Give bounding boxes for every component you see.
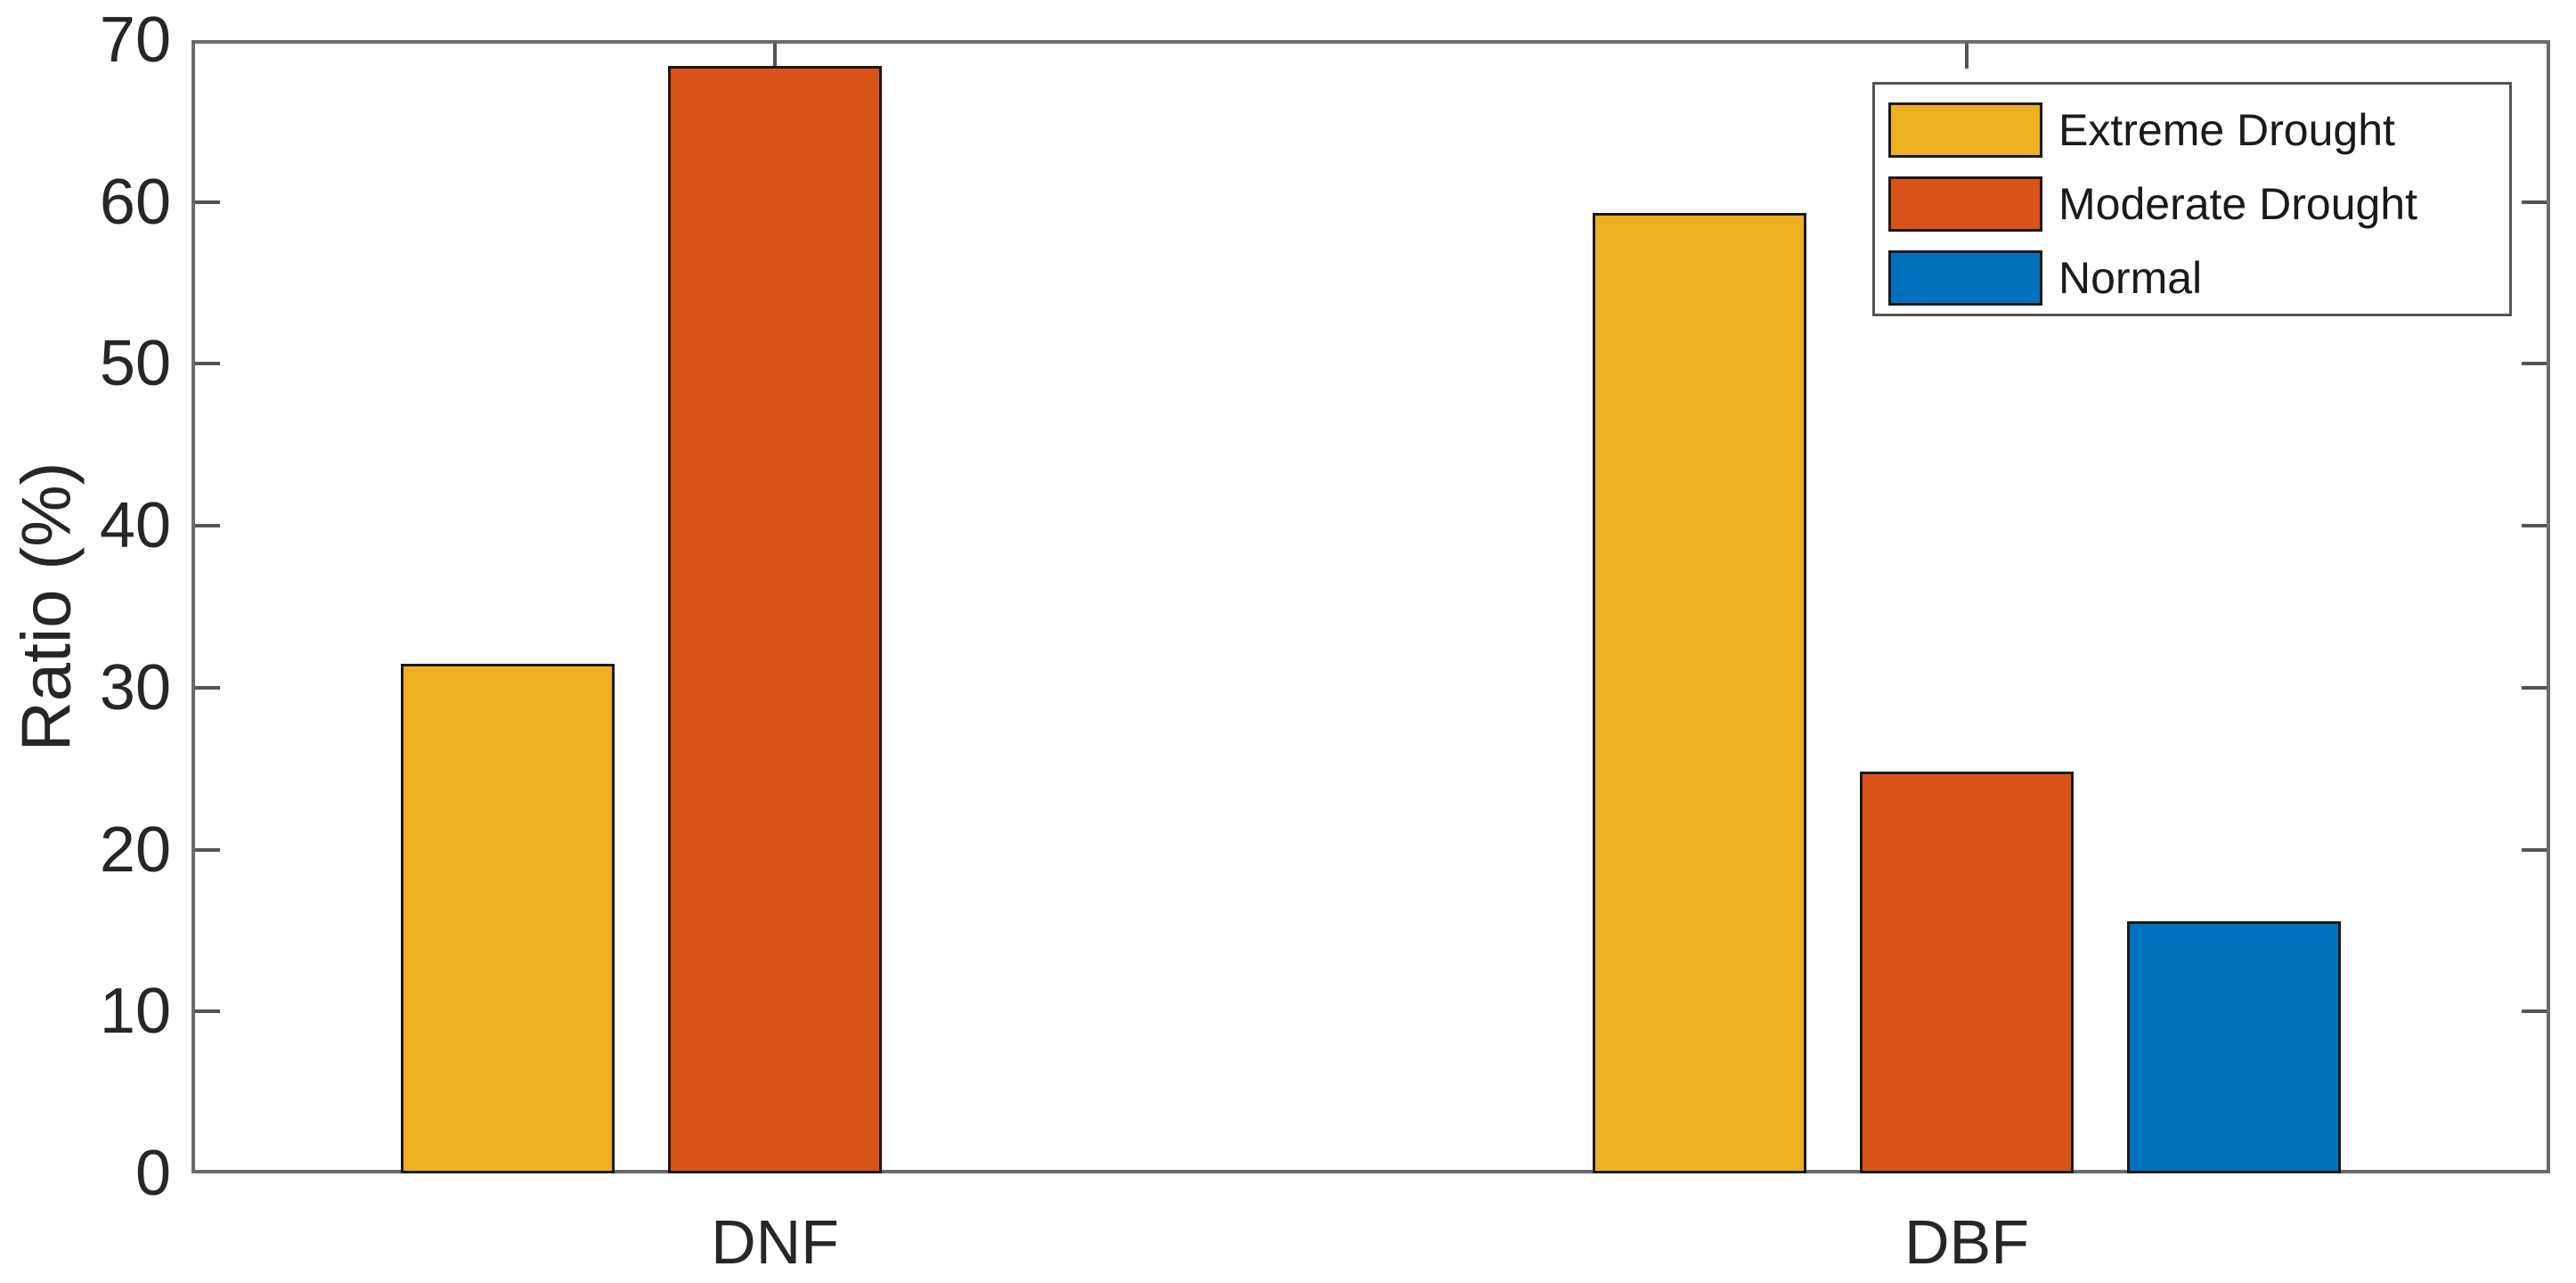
legend: Extreme Drought Moderate Drought Normal: [1872, 82, 2512, 316]
y-tick-label: 20: [99, 813, 171, 886]
y-tick-mirror: [2522, 847, 2547, 852]
y-tick-label: 70: [99, 4, 171, 76]
y-tick: [195, 685, 220, 690]
y-tick-label: 60: [99, 166, 171, 238]
y-tick-label: 0: [135, 1138, 171, 1209]
legend-swatch-normal: [1888, 250, 2042, 306]
x-category-label-dbf: DBF: [1904, 1207, 2029, 1277]
y-tick: [195, 1009, 220, 1014]
y-tick-label: 10: [99, 976, 171, 1048]
y-tick-mirror: [2522, 1009, 2547, 1014]
bar-dnf-extreme-drought: [401, 663, 615, 1173]
y-tick-mirror: [2522, 362, 2547, 366]
y-tick-label: 30: [99, 651, 171, 723]
legend-label-normal: Normal: [2058, 253, 2203, 303]
y-tick-mirror: [2522, 524, 2547, 528]
bar-dnf-moderate-drought: [668, 66, 882, 1173]
bar-dbf-normal: [2127, 920, 2341, 1173]
bar-dbf-extreme-drought: [1593, 213, 1806, 1173]
x-tick-mirror: [773, 44, 777, 69]
y-tick: [195, 200, 220, 204]
y-tick-label: 50: [99, 328, 171, 400]
y-tick-mirror: [2522, 200, 2547, 204]
y-tick: [195, 524, 220, 528]
legend-swatch-extreme-drought: [1888, 102, 2042, 158]
y-tick: [195, 362, 220, 366]
legend-label-extreme-drought: Extreme Drought: [2058, 105, 2395, 155]
x-category-label-dnf: DNF: [711, 1207, 839, 1277]
y-tick: [195, 847, 220, 852]
y-tick-mirror: [2522, 685, 2547, 690]
y-tick-label: 40: [99, 490, 171, 562]
legend-label-moderate-drought: Moderate Drought: [2058, 179, 2418, 229]
x-tick-mirror: [1965, 44, 1969, 69]
legend-swatch-moderate-drought: [1888, 176, 2042, 232]
bar-dbf-moderate-drought: [1860, 772, 2074, 1173]
